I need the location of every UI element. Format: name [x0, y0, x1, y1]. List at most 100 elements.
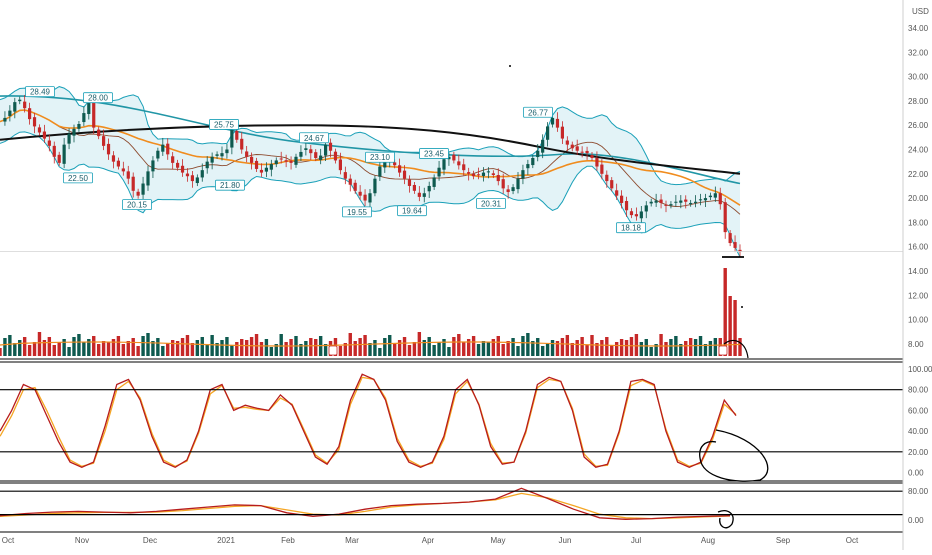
x-tick-label: Jul	[631, 536, 641, 545]
candle-body	[259, 169, 264, 173]
candle-body	[437, 167, 441, 177]
price-tick-label: 22.00	[908, 170, 929, 179]
candle-body	[472, 173, 476, 177]
candle-body	[136, 191, 140, 196]
candle-body	[457, 161, 461, 166]
candle-body	[684, 199, 688, 202]
candles-layer	[3, 94, 742, 258]
candle-body	[116, 160, 120, 167]
candle-body	[166, 143, 170, 155]
candle-body	[210, 156, 214, 163]
volume-bar	[77, 334, 81, 356]
volume-bar	[304, 341, 308, 356]
price-annotation: 26.77	[528, 108, 549, 117]
candle-body	[77, 123, 81, 129]
price-tick-label: 30.00	[908, 73, 929, 82]
candle-body	[669, 204, 673, 206]
candle-body	[674, 201, 678, 203]
volume-bar	[82, 342, 86, 356]
volume-bar	[220, 340, 224, 356]
stoch-tick-label: 0.00	[908, 469, 924, 478]
volume-bar	[180, 338, 185, 356]
dot-mark	[741, 306, 743, 308]
volume-bar	[531, 341, 535, 356]
candle-body	[67, 133, 71, 144]
volume-bar	[136, 346, 140, 356]
candle-body	[171, 156, 175, 163]
volume-bar	[471, 336, 476, 356]
candle-body	[694, 201, 698, 203]
volume-bar	[156, 338, 160, 356]
candle-body	[560, 126, 564, 139]
volume-bar	[378, 348, 382, 356]
volume-bar	[437, 342, 441, 356]
x-tick-label: Aug	[701, 536, 715, 545]
volume-bar	[664, 342, 668, 356]
volume-bar	[649, 347, 653, 356]
candle-body	[156, 150, 160, 159]
volume-bar	[3, 338, 7, 356]
candle-body	[738, 249, 742, 252]
candle-body	[393, 162, 397, 166]
volume-bar	[560, 338, 565, 356]
volume-bar	[540, 346, 545, 356]
price-annotation-box	[25, 86, 55, 98]
volume-bar	[215, 343, 219, 356]
volume-bar	[170, 340, 175, 356]
earnings-marker	[718, 345, 728, 356]
volume-bar	[575, 340, 579, 356]
candle-body	[102, 136, 106, 146]
candle-body	[358, 191, 362, 196]
volume-bar	[37, 332, 42, 356]
price-annotation-box	[209, 119, 239, 130]
candle-body	[718, 193, 722, 205]
candle-body	[412, 184, 416, 191]
volume-bar	[353, 341, 357, 356]
price-annotation: 28.49	[30, 88, 51, 97]
volume-bar	[536, 338, 540, 356]
volume-bar	[600, 340, 604, 356]
stoch-tick-label: 20.00	[908, 448, 929, 457]
volume-bar	[605, 337, 609, 356]
candle-body	[654, 200, 658, 203]
candle-body	[250, 156, 254, 163]
volume-bar	[738, 338, 742, 356]
candle-body	[220, 153, 224, 157]
candle-body	[23, 101, 27, 109]
volume-bar	[13, 343, 17, 356]
candle-body	[422, 193, 426, 197]
volume-bar	[230, 345, 234, 356]
price-annotation: 21.80	[220, 181, 241, 190]
volume-bar	[397, 340, 402, 356]
candle-body	[328, 142, 333, 151]
price-tick-label: 16.00	[908, 243, 929, 252]
volume-bar	[659, 334, 663, 356]
candle-body	[353, 182, 357, 191]
candle-body	[402, 170, 407, 179]
volume-bar	[323, 344, 328, 356]
volume-bar	[210, 335, 214, 356]
candle-body	[555, 118, 560, 128]
ma-200	[0, 124, 741, 175]
candle-body	[225, 149, 229, 154]
volume-bar	[624, 340, 629, 356]
candle-body	[546, 126, 550, 140]
volume-bar	[87, 339, 91, 356]
volume-bar	[555, 341, 560, 356]
candle-body	[97, 129, 101, 137]
volume-bar	[175, 341, 180, 356]
stoch-tick-label: 80.00	[908, 386, 929, 395]
volume-bar	[279, 334, 283, 356]
volume-bar	[343, 343, 348, 356]
candle-body	[240, 138, 244, 150]
candle-body	[511, 187, 515, 192]
candle-body	[348, 178, 352, 185]
candle-body	[215, 154, 219, 156]
candle-body	[42, 131, 46, 139]
price-annotation: 24.67	[304, 134, 325, 143]
volume-bar	[0, 348, 2, 356]
volume-bar	[629, 337, 634, 356]
candle-body	[615, 190, 619, 196]
